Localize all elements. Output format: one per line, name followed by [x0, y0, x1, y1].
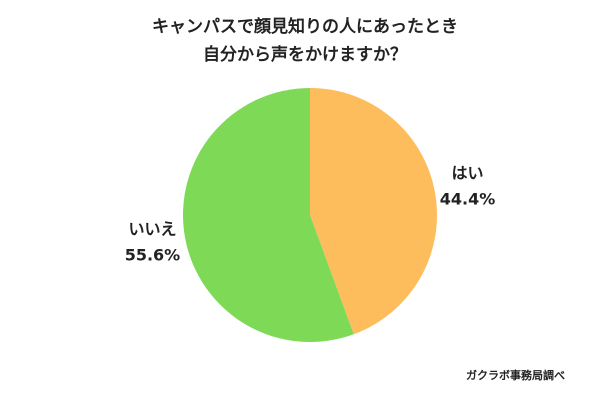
pie-slice	[183, 88, 354, 342]
chart-title: キャンパスで顔見知りの人にあったとき	[152, 16, 458, 37]
value-label: 55.6%	[125, 246, 181, 265]
slice-label: いいえ	[128, 220, 176, 239]
chart-title: 自分から声をかけますか？	[203, 44, 407, 65]
source-note: ガクラボ事務局調べ	[466, 368, 565, 382]
pie-slice	[310, 88, 437, 335]
value-label: 44.4%	[440, 189, 496, 208]
slice-label: はい	[452, 163, 484, 182]
